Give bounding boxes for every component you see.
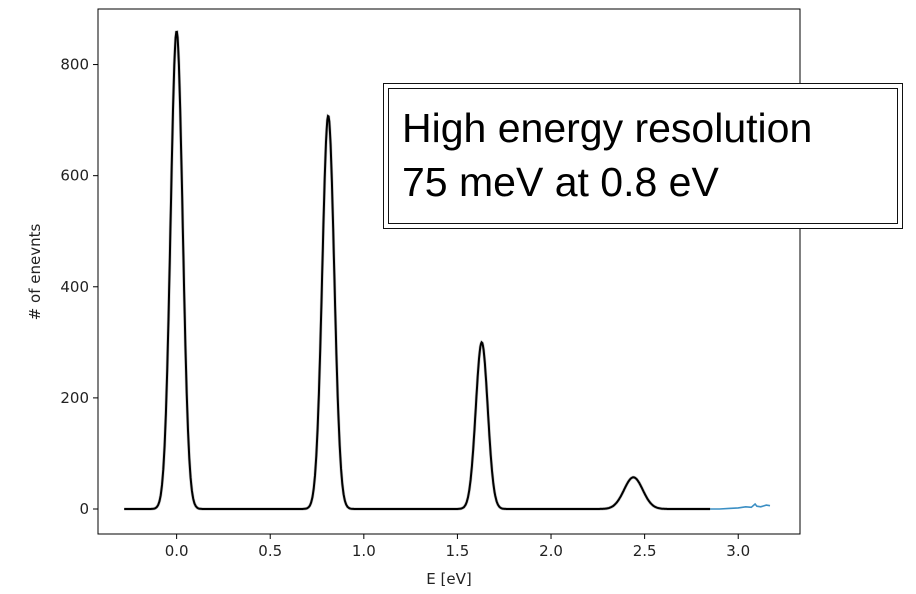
x-axis-ticks: 0.0 0.5 1.0 1.5 2.0 2.5 3.0 bbox=[165, 534, 750, 560]
x-axis-label: E [eV] bbox=[426, 570, 471, 588]
y-axis-ticks: 0 200 400 600 800 bbox=[60, 56, 98, 518]
annotation-inner-border bbox=[388, 88, 898, 224]
y-tick-label: 200 bbox=[60, 389, 89, 407]
series-line-blue bbox=[710, 502, 771, 510]
x-tick-label: 0.0 bbox=[165, 542, 189, 560]
series-group bbox=[124, 30, 771, 511]
y-tick-label: 800 bbox=[60, 56, 89, 74]
annotation-line-1: High energy resolution bbox=[402, 105, 813, 151]
y-tick-label: 0 bbox=[79, 500, 89, 518]
x-tick-label: 2.0 bbox=[539, 542, 563, 560]
y-tick-label: 400 bbox=[60, 278, 89, 296]
x-tick-label: 2.5 bbox=[633, 542, 657, 560]
x-tick-label: 3.0 bbox=[726, 542, 750, 560]
y-axis-label: # of enevnts bbox=[26, 224, 44, 321]
annotation-line-2: 75 meV at 0.8 eV bbox=[402, 159, 719, 205]
y-tick-label: 600 bbox=[60, 167, 89, 185]
x-tick-label: 1.0 bbox=[352, 542, 376, 560]
series-line-black bbox=[124, 30, 711, 510]
x-tick-label: 0.5 bbox=[258, 542, 282, 560]
annotation-box: High energy resolution 75 meV at 0.8 eV bbox=[383, 83, 903, 229]
x-tick-label: 1.5 bbox=[445, 542, 469, 560]
